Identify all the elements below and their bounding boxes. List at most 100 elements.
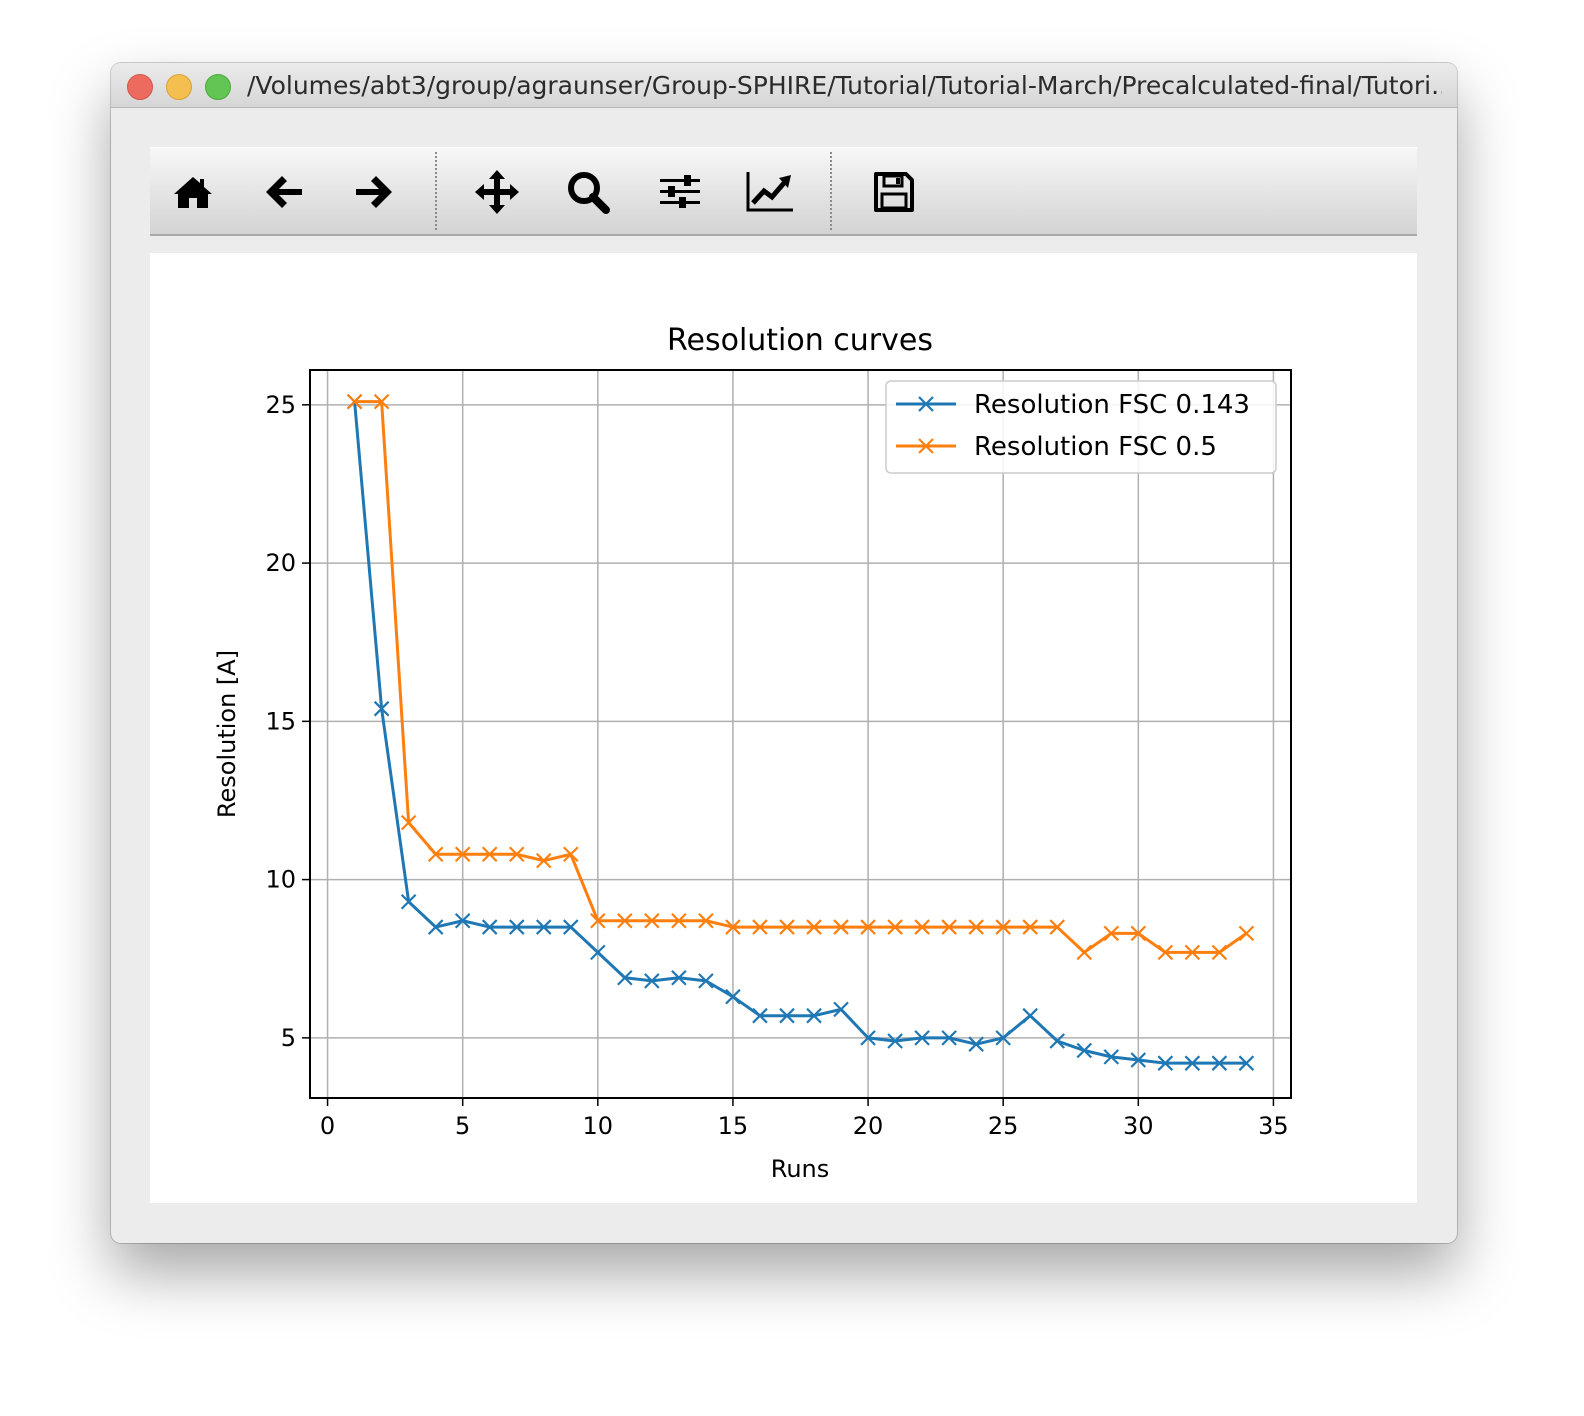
data-point-marker	[346, 393, 363, 410]
minimize-window-button[interactable]	[166, 74, 192, 100]
data-point-marker	[806, 1007, 822, 1024]
data-point-marker	[860, 919, 876, 935]
data-point-marker	[590, 912, 606, 929]
data-point-marker	[1238, 925, 1255, 942]
legend-label-2: Resolution FSC 0.5	[974, 432, 1217, 462]
data-point-marker	[968, 919, 984, 935]
save-button[interactable]	[868, 166, 920, 218]
data-point-marker	[1022, 1007, 1038, 1024]
data-point-marker	[1049, 1033, 1066, 1049]
x-tick-label: 10	[583, 1112, 614, 1140]
data-point-marker	[535, 852, 552, 869]
data-point-marker	[968, 1036, 984, 1052]
legend-marker-1	[918, 396, 934, 412]
legend-marker-2	[918, 438, 934, 454]
data-point-marker	[400, 893, 417, 910]
close-window-button[interactable]	[127, 74, 153, 100]
data-point-marker	[671, 969, 687, 986]
data-point-marker	[995, 1030, 1011, 1046]
data-point-marker	[995, 919, 1011, 935]
zoom-button[interactable]	[562, 166, 614, 218]
data-point-marker	[698, 973, 714, 989]
x-tick-label: 35	[1258, 1112, 1289, 1140]
figure-canvas[interactable]: Resolution curves 0 5 10 15 20 25 30 35 5 10 15 20 2…	[150, 253, 1417, 1203]
y-axis-label: Resolution [A]	[213, 650, 241, 818]
zoom-magnifier-icon	[568, 172, 610, 214]
legend: Resolution FSC 0.143 Resolution FSC 0.5	[885, 380, 1277, 474]
x-tick-label: 20	[853, 1112, 884, 1140]
data-point-marker	[698, 912, 714, 929]
data-point-marker	[860, 1030, 876, 1046]
y-tick-label: 20	[265, 549, 296, 577]
window-title: /Volumes/abt3/group/agraunser/Group-SPHI…	[247, 71, 1442, 100]
data-point-marker	[1211, 1055, 1228, 1071]
data-point-marker	[427, 846, 444, 863]
y-tick-label: 5	[281, 1024, 296, 1052]
data-point-marker	[752, 919, 768, 935]
data-point-marker	[806, 919, 822, 935]
x-tick-label: 15	[718, 1112, 749, 1140]
data-point-marker	[914, 919, 930, 935]
data-point-marker	[373, 700, 390, 717]
data-point-marker	[1076, 944, 1093, 961]
toolbar-separator	[435, 152, 437, 230]
data-point-marker	[590, 944, 606, 961]
data-point-marker	[1130, 925, 1147, 942]
grid-lines	[310, 370, 1291, 1098]
data-point-marker	[481, 846, 498, 863]
maximize-window-button[interactable]	[205, 74, 231, 100]
data-point-marker	[914, 1030, 930, 1046]
data-point-marker	[941, 919, 957, 935]
data-point-marker	[454, 846, 471, 863]
data-point-marker	[1049, 919, 1066, 935]
series-line-2	[354, 400, 1248, 954]
data-point-marker	[644, 973, 660, 989]
edit-axes-chart-icon	[746, 172, 793, 212]
data-point-marker	[1157, 944, 1174, 961]
back-button[interactable]	[258, 166, 310, 218]
toolbar-separator	[830, 152, 832, 230]
x-axis-label: Runs	[771, 1155, 830, 1183]
pan-move-icon	[475, 170, 519, 214]
subplot-sliders-icon	[660, 175, 700, 208]
data-point-marker	[1103, 925, 1120, 942]
y-tick-label: 25	[265, 391, 296, 419]
x-tick-label: 25	[988, 1112, 1019, 1140]
home-button[interactable]	[167, 166, 219, 218]
data-point-marker	[508, 846, 525, 863]
configure-subplots-button[interactable]	[654, 166, 706, 218]
legend-box	[885, 380, 1277, 474]
data-point-marker	[1184, 944, 1201, 961]
pan-button[interactable]	[471, 166, 523, 218]
y-tick-label: 10	[265, 866, 296, 894]
figure-window: /Volumes/abt3/group/agraunser/Group-SPHI…	[111, 63, 1457, 1243]
data-point-marker	[887, 1033, 903, 1049]
data-point-marker	[1076, 1042, 1093, 1059]
data-point-marker	[373, 393, 390, 410]
data-point-marker	[671, 912, 687, 929]
data-point-marker	[833, 919, 849, 935]
data-point-marker	[887, 919, 903, 935]
data-point-marker	[1238, 1055, 1255, 1071]
series-layer	[346, 393, 1255, 1071]
data-point-marker	[1103, 1049, 1120, 1065]
data-point-marker	[644, 912, 660, 929]
x-tick-label: 0	[320, 1112, 335, 1140]
chart-title: Resolution curves	[667, 323, 933, 358]
save-floppy-icon	[874, 172, 914, 212]
axis-ticks: 0 5 10 15 20 25 30 35 5 10 15 20 25	[265, 391, 1288, 1140]
data-point-marker	[508, 919, 525, 935]
data-point-marker	[833, 1001, 849, 1018]
resolution-chart[interactable]: Resolution curves 0 5 10 15 20 25 30 35 5 10 15 20 2…	[150, 253, 1417, 1203]
data-point-marker	[1184, 1055, 1201, 1071]
home-icon	[174, 177, 212, 208]
x-tick-label: 5	[455, 1112, 470, 1140]
data-point-marker	[427, 919, 444, 935]
data-point-marker	[400, 814, 417, 831]
data-point-marker	[617, 969, 633, 986]
legend-label-1: Resolution FSC 0.143	[974, 390, 1250, 420]
edit-axes-button[interactable]	[744, 166, 796, 218]
title-bar[interactable]: /Volumes/abt3/group/agraunser/Group-SPHI…	[111, 63, 1457, 108]
data-point-marker	[779, 919, 795, 935]
forward-button[interactable]	[348, 166, 400, 218]
